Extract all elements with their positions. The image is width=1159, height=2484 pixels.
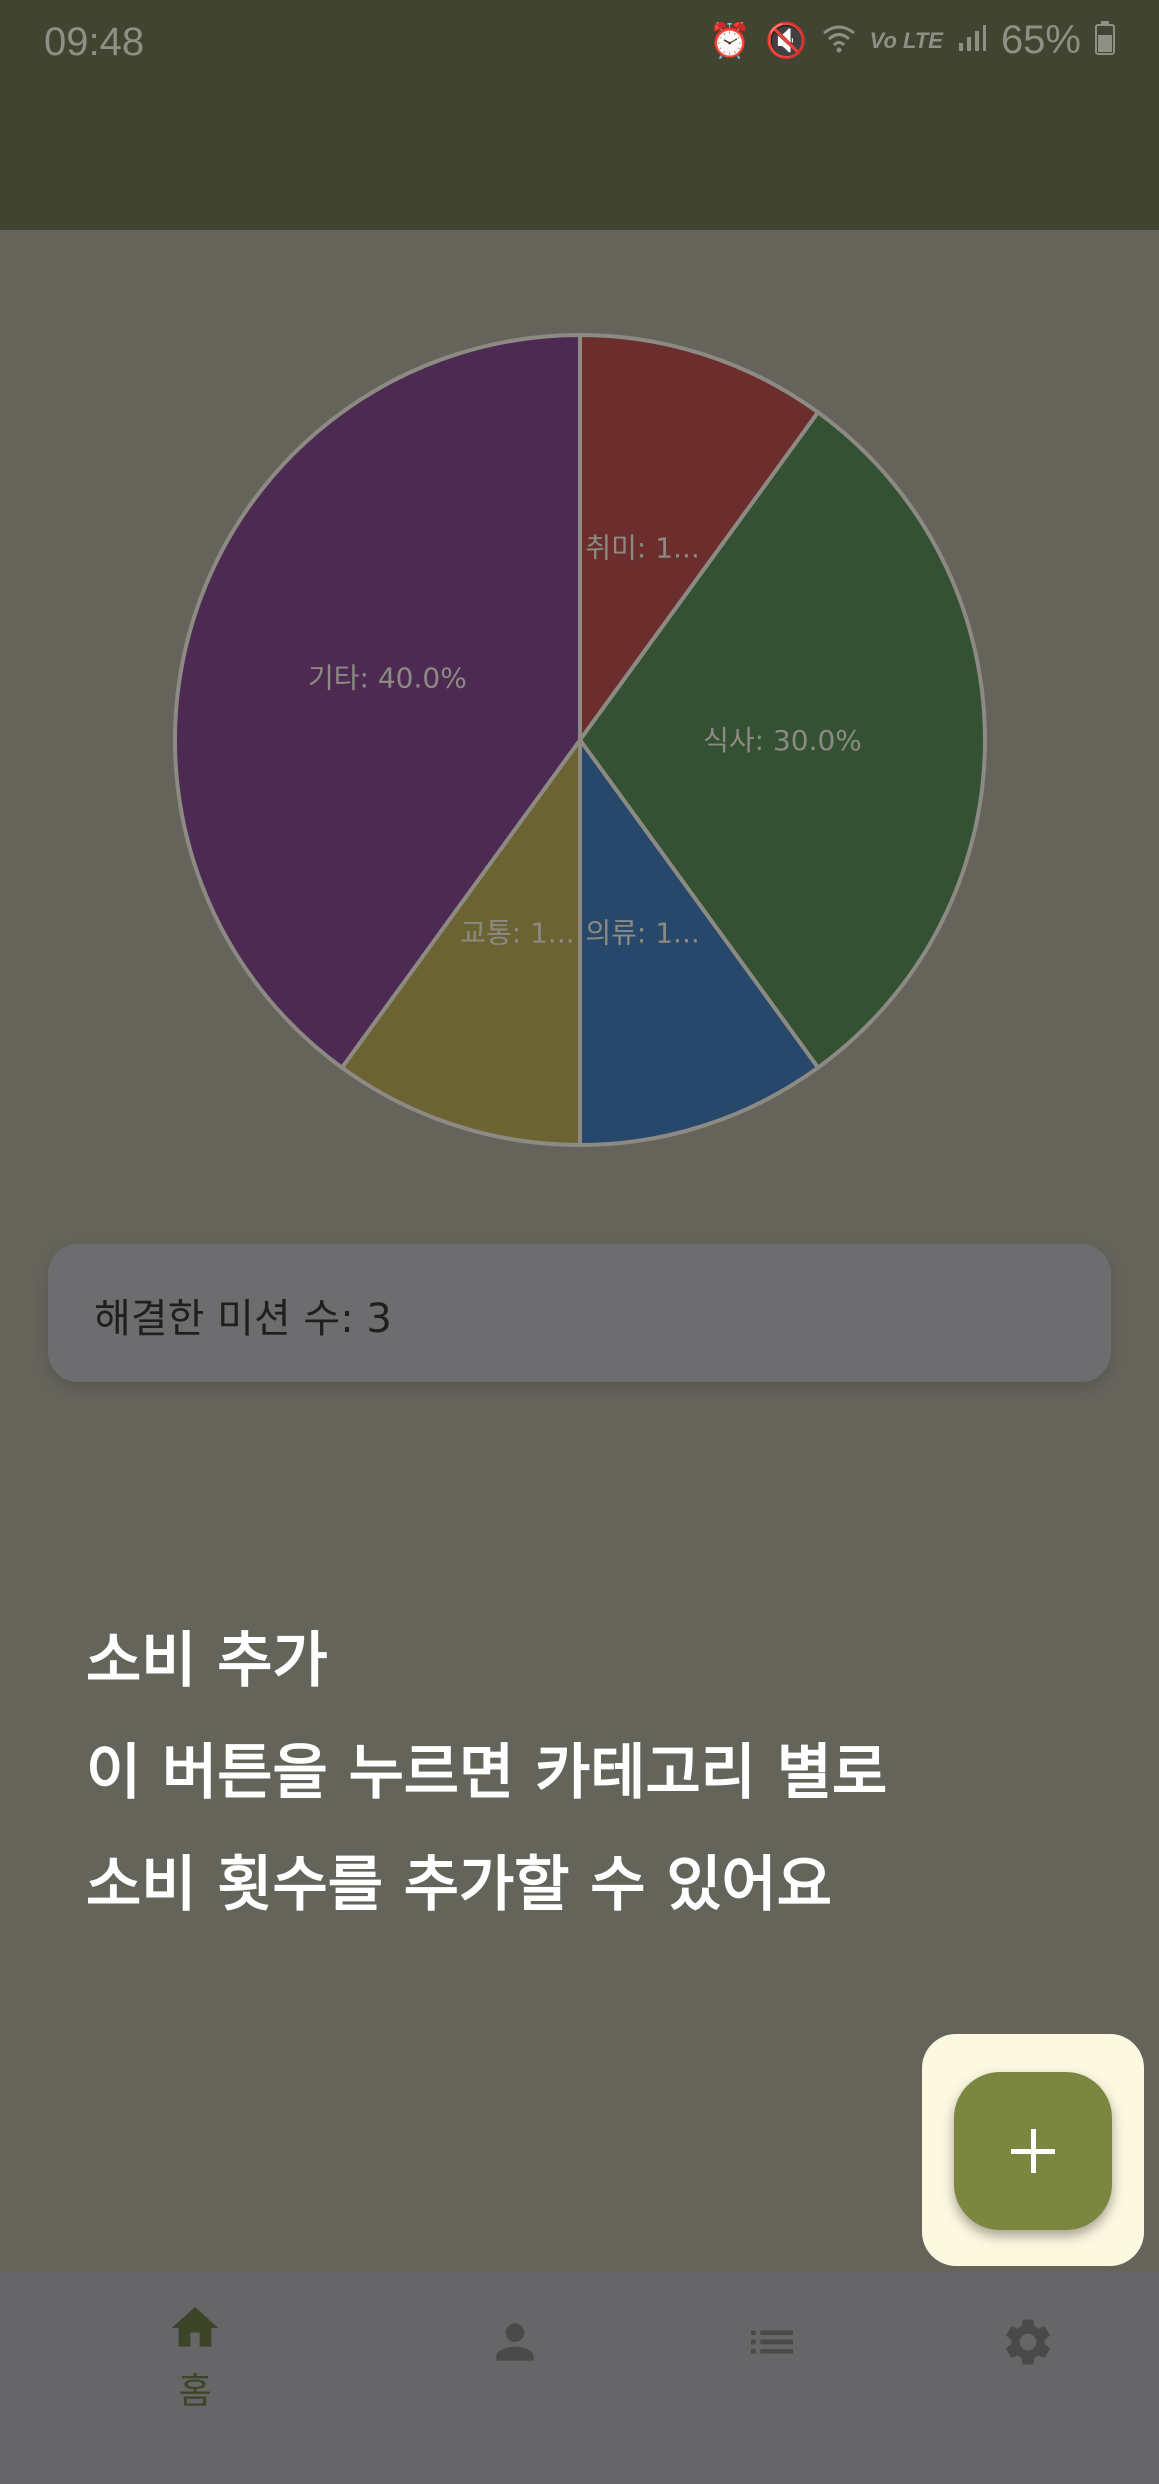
- pie-slice-0: [578, 332, 821, 747]
- pie-label-3: 교통: 1...: [460, 917, 574, 950]
- pie-slice-2: [578, 733, 821, 1148]
- tutorial-line-1: 이 버튼을 누르면 카테고리 별로: [86, 1738, 888, 1808]
- status-icons: ⏰ 🔇 Vo LTE 65%: [709, 18, 1115, 63]
- home-icon: [171, 2307, 219, 2347]
- gear-icon: [1006, 2319, 1050, 2365]
- pie-label-0: 취미: 1...: [585, 531, 699, 564]
- pie-slice-3: [339, 733, 582, 1148]
- solved-missions-text: 해결한 미션 수: 3: [94, 1296, 392, 1342]
- pie-slice-4: [173, 332, 582, 1071]
- alarm-icon: ⏰: [708, 21, 752, 60]
- tutorial-overlay-text: 소비 추가 이 버튼을 누르면 카테고리 별로 소비 횟수를 추가할 수 있어요: [86, 1605, 1086, 1941]
- mission-card: 해결한 미션 수: 3: [48, 1244, 1111, 1382]
- pie-label-2: 의류: 1...: [585, 917, 699, 950]
- mute-icon: 🔇: [765, 21, 808, 60]
- wifi-icon: [822, 23, 856, 59]
- tutorial-line-2: 소비 횟수를 추가할 수 있어요: [86, 1850, 832, 1920]
- battery-icon: [1095, 20, 1115, 61]
- add-spending-button[interactable]: [954, 2072, 1112, 2230]
- tutorial-title: 소비 추가: [86, 1626, 328, 1696]
- status-time: 09:48: [44, 20, 145, 64]
- nav-settings[interactable]: [928, 2272, 1128, 2484]
- nav-list[interactable]: [672, 2272, 872, 2484]
- person-icon: [496, 2323, 534, 2361]
- signal-icon: [957, 23, 987, 59]
- category-pie-chart: 취미: 1... 식사: 30.0% 의류: 1... 교통: 1... 기타: 40.…: [170, 330, 990, 1150]
- pie-label-1: 식사: 30.0%: [703, 724, 862, 757]
- nav-home-label: 홈: [178, 2371, 212, 2412]
- list-icon: [751, 2330, 793, 2354]
- lte-icon: Vo LTE: [869, 27, 943, 53]
- pie-slice-1: [577, 409, 987, 1071]
- pie-label-4: 기타: 40.0%: [308, 661, 467, 694]
- bottom-navigation: 홈: [0, 2272, 1159, 2484]
- nav-profile[interactable]: [415, 2272, 615, 2484]
- nav-home[interactable]: 홈: [95, 2272, 295, 2484]
- battery-level: 65%: [1000, 18, 1081, 62]
- status-bar: 09:48 ⏰ 🔇 Vo LTE 65%: [0, 0, 1159, 230]
- pie-chart-svg: 취미: 1... 식사: 30.0% 의류: 1... 교통: 1... 기타: 40.…: [173, 332, 987, 1148]
